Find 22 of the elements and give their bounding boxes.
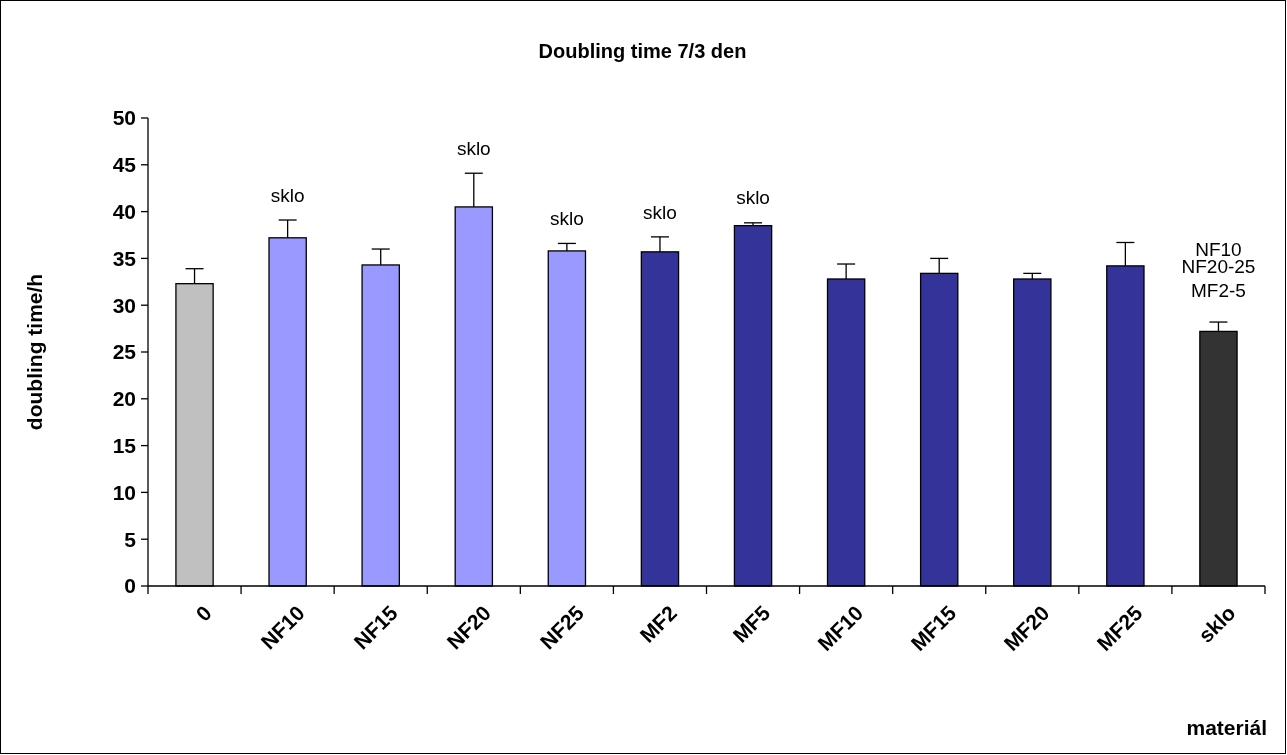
y-axis-title: doubling time/h <box>23 273 46 431</box>
x-axis-title: materiál <box>1186 716 1267 739</box>
annotation: sklo <box>643 201 677 223</box>
y-tick-label: 0 <box>124 574 136 598</box>
y-tick-label: 40 <box>112 199 136 223</box>
y-tick-label: 30 <box>112 293 136 317</box>
annotation: sklo <box>456 137 491 159</box>
y-tick-label: 15 <box>112 433 137 457</box>
annotation: sklo <box>270 184 305 206</box>
y-tick-label: 35 <box>112 246 137 270</box>
y-tick-label: 10 <box>112 480 136 504</box>
y-tick-label: 20 <box>112 387 136 411</box>
y-tick-label: 50 <box>112 106 136 130</box>
x-tick-label: 0 <box>191 600 216 626</box>
y-tick-label: 5 <box>124 527 137 551</box>
chart-title: Doubling time 7/3 den <box>538 40 747 62</box>
annotation: NF10 NF20-25 MF2-5 <box>1181 238 1256 302</box>
x-tick-label: sklo <box>1193 600 1240 647</box>
annotation: sklo <box>736 187 770 209</box>
y-tick-label: 25 <box>112 340 137 364</box>
y-tick-label: 45 <box>112 153 137 177</box>
annotation: sklo <box>549 208 584 230</box>
